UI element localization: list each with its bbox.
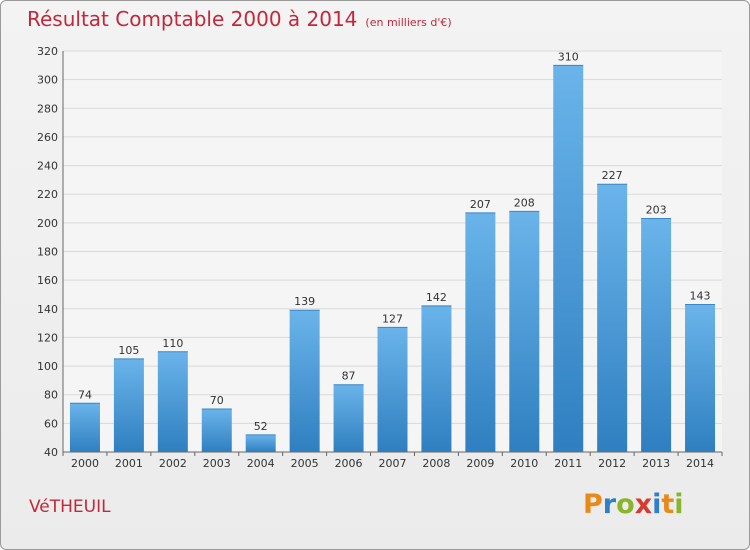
x-tick-label: 2008 (422, 457, 450, 470)
bar (685, 304, 716, 452)
y-tick-label: 220 (37, 188, 58, 201)
x-tick-label: 2013 (642, 457, 670, 470)
y-tick-label: 240 (37, 160, 58, 173)
y-tick-label: 60 (44, 417, 58, 430)
y-tick-label: 100 (37, 360, 58, 373)
x-tick-label: 2000 (71, 457, 99, 470)
bar-value-label: 208 (514, 196, 535, 209)
logo-letter: r (602, 489, 617, 520)
y-tick-label: 300 (37, 74, 58, 87)
y-tick-label: 200 (37, 217, 58, 230)
y-tick-label: 180 (37, 246, 58, 259)
x-tick-label: 2009 (466, 457, 494, 470)
x-tick-label: 2001 (115, 457, 143, 470)
bar-value-label: 139 (294, 295, 315, 308)
x-tick-label: 2005 (291, 457, 319, 470)
bar (289, 310, 320, 452)
x-tick-label: 2006 (335, 457, 363, 470)
chart-title: Résultat Comptable 2000 à 2014 (en millie… (27, 7, 452, 31)
y-tick-label: 320 (37, 45, 58, 58)
x-tick-label: 2007 (379, 457, 407, 470)
town-name: VéTHEUIL (29, 497, 111, 517)
bar (245, 434, 276, 452)
y-tick-label: 260 (37, 131, 58, 144)
bar (113, 358, 144, 452)
logo-letter: o (616, 489, 635, 520)
bar (641, 218, 672, 452)
logo-letter: P (583, 489, 603, 520)
bar-value-label: 87 (342, 370, 356, 383)
bar-value-label: 143 (690, 289, 711, 302)
logo-letter: i (674, 489, 684, 520)
bar-value-label: 227 (602, 169, 623, 182)
bar-value-label: 310 (558, 50, 579, 63)
y-tick-label: 280 (37, 102, 58, 115)
bar (597, 184, 628, 453)
bar-value-label: 207 (470, 198, 491, 211)
y-tick-label: 160 (37, 274, 58, 287)
y-tick-label: 80 (44, 389, 58, 402)
x-tick-label: 2014 (686, 457, 714, 470)
bar (333, 384, 364, 452)
bar (465, 212, 496, 452)
bar (377, 327, 408, 452)
logo-letter: i (652, 489, 662, 520)
x-tick-label: 2011 (554, 457, 582, 470)
bar-value-label: 127 (382, 312, 403, 325)
bar (509, 211, 540, 452)
bar (421, 305, 452, 452)
x-tick-label: 2004 (247, 457, 275, 470)
logo-letter: t (661, 489, 675, 520)
x-tick-label: 2010 (510, 457, 538, 470)
bar-value-label: 74 (78, 388, 92, 401)
x-tick-label: 2003 (203, 457, 231, 470)
proxiti-logo[interactable]: Proxiti (583, 489, 684, 520)
bar-value-label: 70 (210, 394, 224, 407)
chart-subtitle: (en milliers d'€) (365, 16, 452, 29)
logo-letter: x (634, 489, 653, 520)
bar-value-label: 203 (646, 204, 667, 217)
bar-value-label: 142 (426, 291, 447, 304)
x-tick-label: 2012 (598, 457, 626, 470)
bar (157, 351, 188, 452)
bar (553, 65, 584, 453)
bar-value-label: 52 (254, 420, 268, 433)
y-tick-label: 120 (37, 331, 58, 344)
y-tick-label: 140 (37, 303, 58, 316)
bar (69, 403, 100, 452)
bar (201, 409, 232, 452)
x-tick-label: 2002 (159, 457, 187, 470)
y-tick-label: 40 (44, 446, 58, 459)
chart-title-text: Résultat Comptable 2000 à 2014 (27, 7, 358, 31)
bar-value-label: 110 (162, 337, 183, 350)
bar-value-label: 105 (118, 344, 139, 357)
